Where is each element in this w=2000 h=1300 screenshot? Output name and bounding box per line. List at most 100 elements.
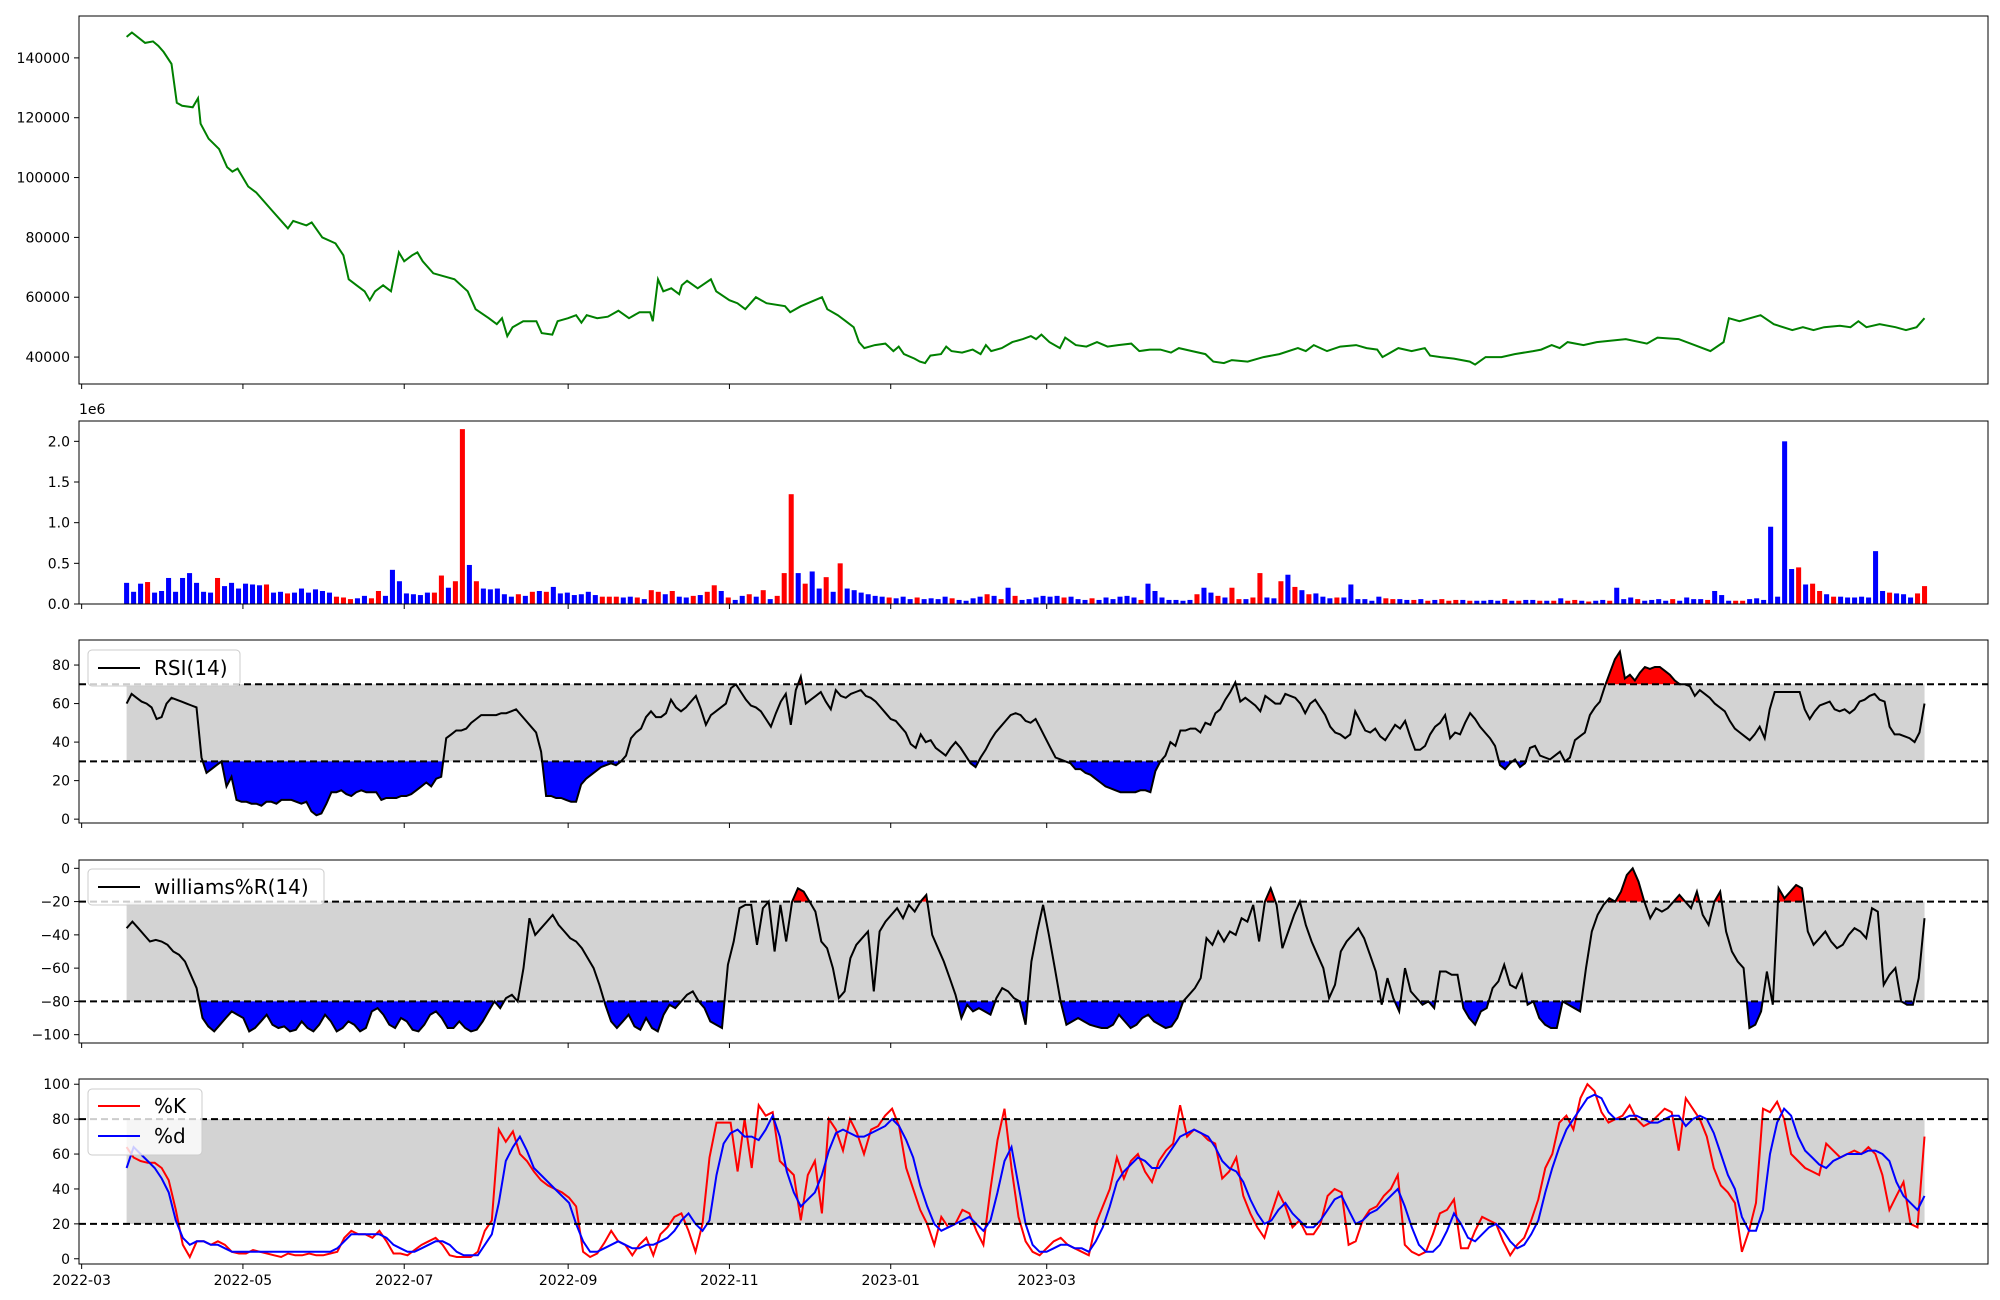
volume-bar <box>816 588 822 604</box>
volume-bar <box>487 589 493 604</box>
volume-bar <box>1215 595 1221 604</box>
williams-legend-label: williams%R(14) <box>154 875 309 899</box>
volume-bar <box>1411 599 1417 604</box>
volume-bar <box>1362 599 1368 604</box>
volume-bar <box>1726 600 1732 604</box>
williams-axes-frame <box>78 859 1989 1044</box>
volume-bar <box>1537 600 1543 604</box>
price-y-axis: 40000 60000 80000 100000 120000 140000 <box>17 51 79 366</box>
rsi-oversold-fill <box>1065 761 1161 793</box>
volume-bar <box>1047 596 1053 604</box>
volume-bar <box>1250 597 1256 604</box>
volume-ytick-label: 0.5 <box>48 556 70 572</box>
volume-bar <box>1180 600 1186 604</box>
volume-bar <box>585 591 591 604</box>
volume-bar <box>1208 592 1214 604</box>
volume-bar <box>1670 599 1676 604</box>
volume-bar <box>1922 586 1928 604</box>
stochastic-ytick-label: 100 <box>43 1077 70 1093</box>
williams-overbought-fill <box>1777 885 1804 902</box>
volume-bar <box>865 594 871 604</box>
volume-bar <box>1012 595 1018 604</box>
volume-bar <box>1285 574 1291 604</box>
volume-bar <box>718 590 724 604</box>
volume-bar <box>648 590 654 604</box>
volume-bar <box>438 575 444 604</box>
volume-bar <box>1754 598 1760 604</box>
volume-bar <box>1530 599 1536 604</box>
williams-ytick-label: −40 <box>40 928 70 944</box>
volume-bar <box>284 593 291 604</box>
volume-bar <box>1551 600 1557 604</box>
volume-ytick-label: 1.0 <box>48 516 70 532</box>
volume-bar <box>452 581 458 604</box>
volume-offset-label: 1e6 <box>79 402 106 418</box>
volume-bar <box>907 599 913 604</box>
volume-bar <box>1607 600 1613 604</box>
volume-bar <box>1229 587 1235 604</box>
volume-bar <box>760 590 766 604</box>
volume-bar <box>942 596 948 604</box>
volume-bar <box>1425 600 1431 604</box>
volume-bar <box>1159 597 1165 604</box>
rsi-legend: RSI(14) <box>87 649 241 687</box>
price-panel: 40000 60000 80000 100000 120000 140000 <box>17 15 1989 385</box>
williams-line <box>125 866 1926 1033</box>
volume-bar <box>1740 600 1746 604</box>
volume-bar <box>1782 441 1788 604</box>
volume-bar <box>270 592 277 604</box>
volume-bar <box>1460 599 1466 604</box>
volume-bar <box>1621 599 1627 604</box>
volume-plot-area <box>124 429 1928 604</box>
volume-ytick-label: 1.5 <box>48 475 70 491</box>
volume-bar <box>991 595 997 604</box>
rsi-ytick-label: 0 <box>61 812 70 828</box>
volume-bar <box>1649 599 1655 604</box>
volume-bar <box>851 590 857 604</box>
xtick-label: 2022-09 <box>539 1273 598 1289</box>
volume-bar <box>1845 597 1851 604</box>
xtick-label: 2023-03 <box>1017 1273 1076 1289</box>
volume-bar <box>1453 599 1459 604</box>
volume-bar <box>1369 600 1375 604</box>
volume-bar <box>480 588 486 604</box>
volume-bar <box>1866 597 1872 604</box>
volume-bar <box>1474 600 1480 604</box>
volume-bar <box>1509 600 1515 604</box>
volume-bar <box>879 596 885 604</box>
volume-bar <box>501 594 507 604</box>
williams-oversold-fill <box>1746 1001 1763 1028</box>
volume-bar <box>243 583 249 604</box>
volume-bar <box>1187 599 1193 604</box>
volume-bar <box>1656 599 1662 604</box>
volume-bar <box>872 595 878 604</box>
volume-bar <box>844 588 850 604</box>
volume-bar <box>222 586 228 604</box>
volume-bar <box>180 577 186 604</box>
volume-bar <box>1404 599 1410 604</box>
williams-oversold-fill <box>604 1001 682 1032</box>
volume-bar <box>1089 598 1095 604</box>
williams-overbought-fill <box>1615 868 1645 902</box>
volume-bar <box>1390 599 1396 604</box>
volume-bar <box>1306 594 1312 604</box>
volume-bar <box>543 591 549 604</box>
volume-bar <box>1264 597 1270 604</box>
xtick-label: 2023-01 <box>861 1273 920 1289</box>
volume-bar <box>1796 567 1802 604</box>
volume-bar <box>1299 590 1305 604</box>
volume-bar <box>1201 587 1207 604</box>
volume-bar <box>1005 587 1011 604</box>
volume-bar <box>389 569 395 604</box>
volume-bar <box>124 582 130 604</box>
williams-oversold-fill <box>199 1001 495 1032</box>
volume-bar <box>1768 526 1774 604</box>
volume-bar <box>1586 601 1592 604</box>
volume-bar <box>767 599 773 604</box>
volume-bar <box>1579 600 1585 604</box>
price-ytick-label: 100000 <box>17 171 70 187</box>
williams-panel: −100 −80 −60 −40 −20 0 williams%R(14) <box>32 859 1989 1044</box>
volume-bar <box>1516 600 1522 604</box>
volume-bar <box>620 597 626 604</box>
volume-bar <box>403 593 409 604</box>
